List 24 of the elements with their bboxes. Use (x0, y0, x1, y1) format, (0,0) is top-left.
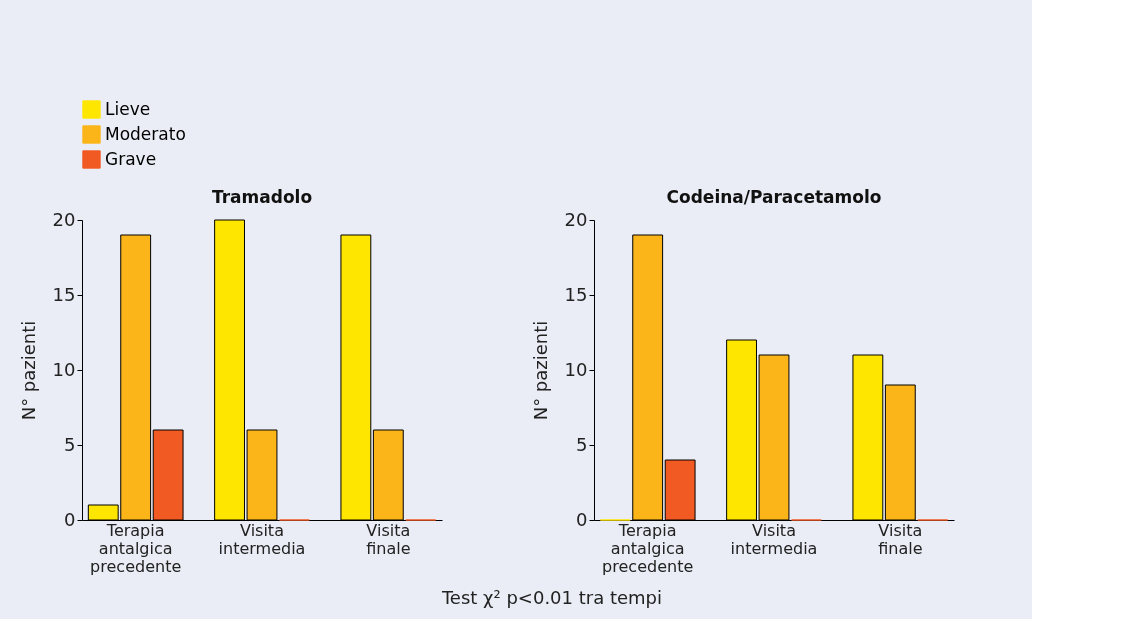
x-tick-label: Visita intermedia (730, 520, 818, 558)
x-tick-label: Visita finale (878, 520, 923, 558)
y-tick-label: 10 (52, 358, 76, 380)
y-tick-label: 20 (564, 208, 588, 230)
chart-title: Tramadolo (211, 187, 313, 207)
y-tick-label: 0 (576, 508, 588, 530)
y-axis-title: N° pazienti (529, 320, 551, 421)
x-tick-label: Terapia antalgica precedente (90, 520, 182, 576)
y-tick-label: 5 (64, 433, 76, 455)
y-tick-label: 0 (64, 508, 76, 530)
y-tick-label: 20 (52, 208, 76, 230)
x-tick-label: Visita finale (366, 520, 411, 558)
x-tick-label: Terapia antalgica precedente (602, 520, 694, 576)
y-tick-label: 5 (576, 433, 588, 455)
y-axis-title: N° pazienti (17, 320, 39, 421)
y-tick-label: 10 (564, 358, 588, 380)
y-tick-label: 15 (52, 283, 76, 305)
y-tick-label: 15 (564, 283, 588, 305)
x-tick-label: Visita intermedia (218, 520, 306, 558)
legend-label: Lieve (105, 98, 151, 119)
chart-title: Codeina/Paracetamolo (666, 187, 882, 207)
legend-label: Grave (105, 148, 157, 169)
legend-label: Moderato (105, 123, 186, 144)
text: Test χ² p<0.01 tra tempi (440, 587, 663, 608)
